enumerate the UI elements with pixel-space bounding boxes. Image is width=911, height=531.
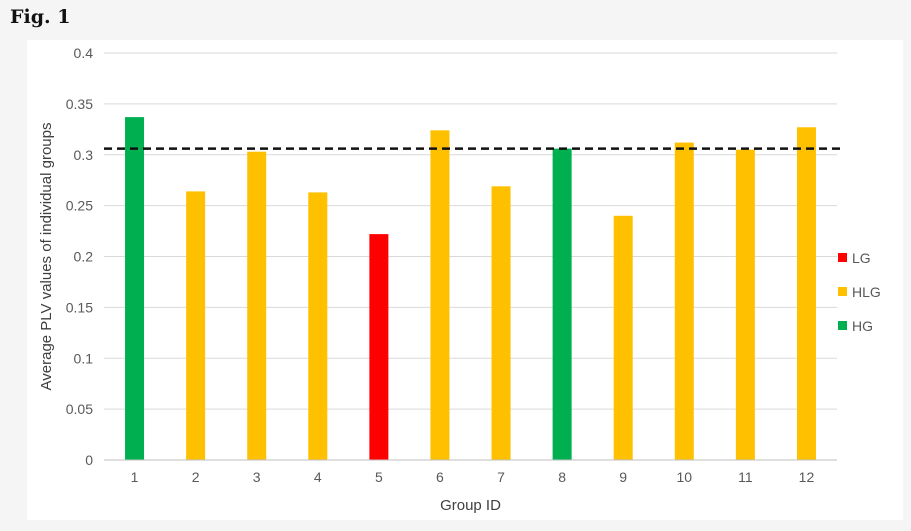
bar-group-8	[552, 148, 572, 460]
x-tick-label: 1	[131, 469, 139, 485]
legend-swatch-lg	[838, 253, 847, 262]
y-tick-label: 0.15	[66, 299, 93, 315]
bar-group-2	[186, 191, 206, 460]
bar-group-3	[247, 151, 267, 460]
bar-group-10	[674, 142, 694, 460]
bar-group-7	[491, 186, 511, 461]
x-tick-label: 8	[558, 469, 566, 485]
bar-group-6	[430, 130, 450, 460]
x-tick-label: 6	[436, 469, 444, 485]
y-tick-label: 0.4	[74, 45, 94, 61]
y-tick-label: 0.35	[66, 96, 93, 112]
y-tick-label: 0.2	[74, 249, 94, 265]
y-axis-ticks: 0 0.05 0.1 0.15 0.2 0.25 0.3 0.35 0.4	[66, 45, 93, 468]
bar-group-12	[796, 127, 816, 460]
bar-group-4	[308, 192, 328, 460]
x-tick-label: 3	[253, 469, 261, 485]
legend-label-hlg: HLG	[852, 284, 881, 300]
y-tick-label: 0	[85, 452, 93, 468]
bar-group-9	[613, 215, 633, 460]
bar-group-5	[369, 234, 389, 460]
x-tick-label: 12	[799, 469, 815, 485]
x-tick-label: 10	[677, 469, 693, 485]
x-tick-label: 9	[619, 469, 627, 485]
figure-label: Fig. 1	[10, 6, 71, 28]
bars	[125, 117, 816, 461]
y-tick-label: 0.3	[74, 147, 94, 163]
x-tick-label: 5	[375, 469, 383, 485]
x-tick-label: 11	[738, 469, 753, 485]
legend: LG HLG HG	[838, 250, 881, 334]
y-tick-label: 0.05	[66, 401, 93, 417]
y-tick-label: 0.25	[66, 198, 93, 214]
gridlines	[104, 52, 837, 410]
bar-group-11	[735, 149, 755, 460]
legend-label-lg: LG	[852, 250, 871, 266]
y-axis-title: Average PLV values of individual groups	[38, 123, 55, 391]
y-tick-label: 0.1	[74, 350, 94, 366]
bar-group-1	[125, 117, 145, 460]
x-tick-label: 4	[314, 469, 322, 485]
legend-swatch-hlg	[838, 287, 847, 296]
x-axis-ticks: 1 2 3 4 5 6 7 8 9 10 11 12	[131, 469, 815, 485]
x-tick-label: 2	[192, 469, 200, 485]
x-axis-title: Group ID	[440, 497, 501, 514]
legend-label-hg: HG	[852, 318, 873, 334]
x-tick-label: 7	[497, 469, 505, 485]
legend-swatch-hg	[838, 321, 847, 330]
